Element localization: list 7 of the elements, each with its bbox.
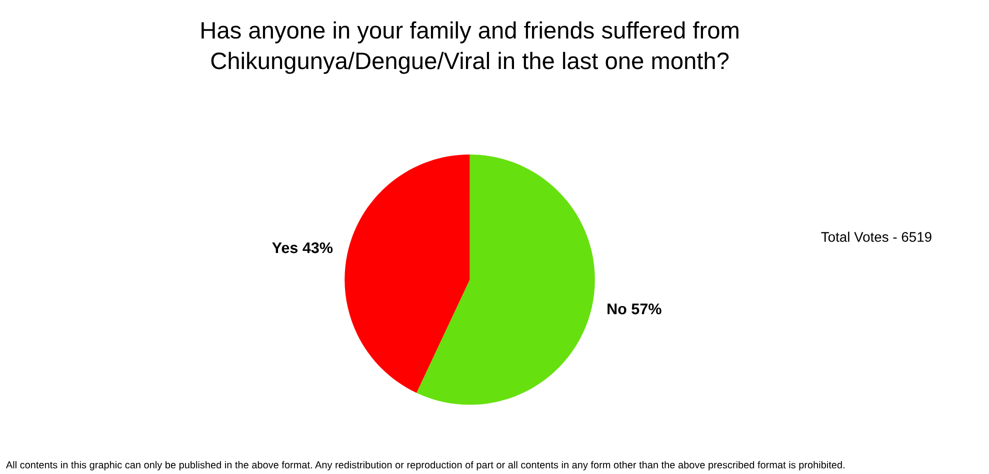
chart-title: Has anyone in your family and friends suffered from Chikungunya/Dengue/Viral in the last one month?	[202, 21, 738, 74]
pie-slice	[344, 154, 470, 393]
text: All contents in this graphic can only be published in the above format. Any redistribution or reproduction of part or all contents in any form other than the above prescribed format is prohibited.	[6, 461, 844, 470]
pie-slice	[416, 154, 595, 405]
slice-label: Yes 43%	[272, 242, 333, 254]
slice-label: No 57%	[608, 304, 662, 314]
text: Total Votes - 6519	[821, 232, 932, 242]
